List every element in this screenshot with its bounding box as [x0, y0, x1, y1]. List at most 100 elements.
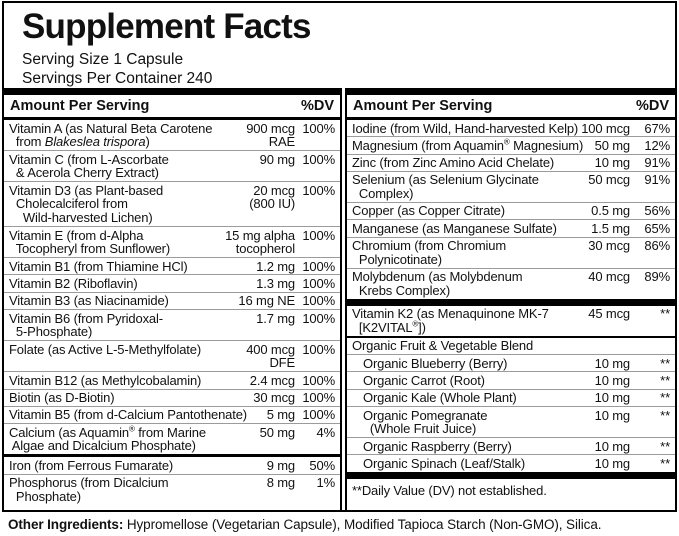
nutrient-row: Organic Pomegranate (Whole Fruit Juice) 1…: [347, 406, 675, 437]
nutrient-row: Magnesium (from Aquamin® Magnesium) 50 mg…: [347, 136, 675, 153]
nutrient-dv: **: [660, 407, 670, 423]
nutrient-dv: 100%: [302, 227, 335, 243]
nutrient-name: Selenium (as Selenium Glycinate Complex): [352, 172, 539, 202]
dv-label: %DV: [635, 98, 669, 114]
nutrient-name: Organic Kale (Whole Plant): [363, 390, 517, 406]
nutrient-name: Organic Blueberry (Berry): [363, 355, 508, 371]
nutrient-name: Vitamin D3 (as Plant-based Cholecalcifer…: [9, 182, 164, 226]
nutrient-amount: 2.4 mcg: [249, 372, 295, 388]
nutrient-amount: 30 mcg: [253, 390, 295, 406]
nutrient-row: Vitamin C (from L-Ascorbate & Acerola Ch…: [4, 150, 340, 181]
footnote-text: **Daily Value (DV) not established.: [352, 482, 547, 498]
right-rows: Iodine (from Wild, Hand-harvested Kelp) 1…: [347, 120, 675, 510]
nutrient-row: Copper (as Copper Citrate) 0.5 mg 56%: [347, 201, 675, 219]
nutrient-row: Vitamin E (from d-Alpha Tocopheryl from …: [4, 226, 340, 257]
dv-footnote: **Daily Value (DV) not established.: [347, 471, 675, 502]
nutrient-name: Calcium (as Aquamin® from Marine Algae a…: [9, 424, 206, 454]
nutrient-dv: 100%: [302, 407, 335, 423]
nutrient-dv: **: [660, 455, 670, 471]
nutrient-dv: 4%: [316, 424, 336, 440]
nutrient-dv: 100%: [302, 151, 335, 167]
nutrient-name: Vitamin B1 (from Thiamine HCl): [9, 258, 188, 274]
page-title: Supplement Facts: [22, 7, 311, 46]
nutrient-amount: 8 mg: [266, 475, 295, 491]
nutrient-amount: 45 mcg: [588, 306, 630, 322]
nutrient-row: Phosphorus (from Dicalcium Phosphate) 8 m…: [4, 473, 340, 505]
other-ingredients-label: Other Ingredients:: [8, 517, 124, 532]
nutrient-amount: 50 mg: [259, 424, 296, 440]
nutrient-dv: 100%: [302, 341, 335, 357]
left-rows: Vitamin A (as Natural Beta Carotene from…: [4, 120, 340, 510]
nutrient-row: Vitamin K2 (as Menaquinone MK-7 [K2VITAL…: [347, 298, 675, 336]
nutrient-name: Organic Fruit & Vegetable Blend: [352, 338, 534, 354]
nutrient-name: Phosphorus (from Dicalcium Phosphate): [9, 475, 169, 504]
nutrient-amount: 10 mg: [594, 390, 631, 406]
left-table-header: Amount Per Serving %DV: [4, 95, 340, 120]
nutrient-amount: 5 mg: [266, 407, 295, 423]
nutrient-name: Vitamin C (from L-Ascorbate & Acerola Ch…: [9, 151, 169, 181]
nutrient-name: Organic Carrot (Root): [363, 372, 485, 388]
nutrient-name: Vitamin A (as Natural Beta Carotene from…: [9, 120, 213, 150]
nutrient-dv: 89%: [644, 269, 670, 285]
nutrient-amount: 10 mg: [594, 372, 631, 388]
nutrient-name: Organic Spinach (Leaf/Stalk): [363, 455, 525, 471]
nutrient-row: Biotin (as D-Biotin) 30 mcg 100%: [4, 388, 340, 406]
nutrient-row: Selenium (as Selenium Glycinate Complex)…: [347, 170, 675, 202]
nutrient-amount: 90 mg: [259, 151, 296, 167]
nutrient-dv: **: [660, 390, 670, 406]
nutrient-amount: 50 mg: [594, 137, 631, 153]
nutrient-name: Vitamin B6 (from Pyridoxal- 5-Phosphate): [9, 310, 163, 340]
nutrient-amount: 1.7 mg: [256, 310, 295, 326]
nutrient-amount: 1.3 mg: [256, 275, 295, 291]
nutrient-row: Vitamin B6 (from Pyridoxal- 5-Phosphate)…: [4, 309, 340, 340]
nutrient-dv: 65%: [644, 220, 670, 236]
nutrient-amount: 20 mcg (800 IU): [249, 182, 295, 212]
supplement-facts-panel: Supplement Facts Serving Size 1 Capsule …: [2, 1, 677, 512]
nutrient-row: Manganese (as Manganese Sulfate) 1.5 mg 65…: [347, 219, 675, 236]
nutrient-name: Biotin (as D-Biotin): [9, 390, 115, 406]
nutrient-amount: 0.5 mg: [591, 203, 630, 219]
nutrient-amount: 900 mcg RAE: [246, 120, 295, 150]
nutrient-row: Organic Kale (Whole Plant) 10 mg **: [347, 388, 675, 406]
nutrient-row: Vitamin B12 (as Methylcobalamin) 2.4 mcg 1…: [4, 371, 340, 388]
nutrient-name: Magnesium (from Aquamin® Magnesium): [352, 137, 584, 153]
nutrient-row: Calcium (as Aquamin® from Marine Algae a…: [4, 423, 340, 454]
nutrient-amount: 10 mg: [594, 355, 631, 371]
nutrient-dv: 91%: [644, 172, 670, 188]
nutrient-amount: 400 mcg DFE: [246, 341, 295, 371]
thick-divider: [4, 88, 340, 95]
nutrient-dv: **: [660, 355, 670, 371]
nutrient-row: Iodine (from Wild, Hand-harvested Kelp) 1…: [347, 120, 675, 136]
nutrient-row: Organic Raspberry (Berry) 10 mg **: [347, 437, 675, 454]
nutrient-amount: 10 mg: [594, 438, 631, 454]
nutrient-row: Vitamin B1 (from Thiamine HCl) 1.2 mg 100%: [4, 257, 340, 274]
other-ingredients-text: Hypromellose (Vegetarian Capsule), Modif…: [123, 517, 602, 532]
nutrient-dv: 100%: [302, 275, 335, 291]
nutrient-dv: 50%: [309, 457, 335, 473]
nutrient-name: Vitamin B12 (as Methylcobalamin): [9, 372, 202, 388]
nutrient-row: Vitamin B3 (as Niacinamide) 16 mg NE 100%: [4, 291, 340, 309]
servings-per-container: Servings Per Container 240: [22, 70, 213, 87]
nutrient-dv: 100%: [302, 182, 335, 198]
nutrient-amount: 40 mcg: [588, 269, 630, 285]
nutrient-dv: 100%: [302, 120, 335, 136]
nutrient-amount: 10 mg: [594, 455, 631, 471]
nutrient-name: Vitamin E (from d-Alpha Tocopheryl from …: [9, 227, 171, 257]
nutrient-dv: 12%: [644, 137, 670, 153]
nutrient-row: Molybdenum (as Molybdenum Krebs Complex)…: [347, 267, 675, 299]
right-table-header: Amount Per Serving %DV: [347, 95, 675, 120]
nutrient-name: Vitamin B5 (from d-Calcium Pantothenate): [9, 407, 247, 423]
nutrient-amount: 16 mg NE: [238, 293, 295, 309]
nutrient-row: Zinc (from Zinc Amino Acid Chelate) 10 mg…: [347, 153, 675, 171]
nutrient-amount: 9 mg: [266, 457, 295, 473]
nutrient-name: Zinc (from Zinc Amino Acid Chelate): [352, 155, 555, 171]
nutrient-name: Iron (from Ferrous Fumarate): [9, 457, 174, 473]
nutrient-dv: **: [660, 372, 670, 388]
nutrient-name: Chromium (from Chromium Polynicotinate): [352, 238, 507, 267]
amount-per-serving-label: Amount Per Serving: [10, 98, 150, 114]
nutrient-row: Vitamin A (as Natural Beta Carotene from…: [4, 120, 340, 150]
left-column: Amount Per Serving %DV Vitamin A (as Nat…: [4, 88, 342, 510]
nutrient-dv: 100%: [302, 310, 335, 326]
nutrient-amount: 10 mg: [594, 155, 631, 171]
